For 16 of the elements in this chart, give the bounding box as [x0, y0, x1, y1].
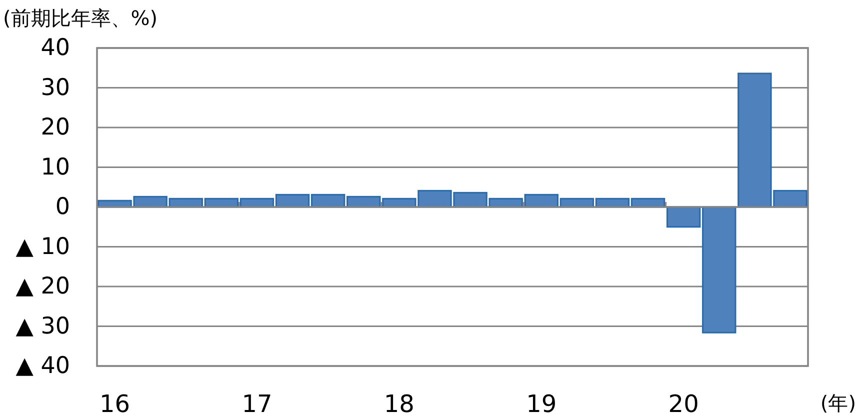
y-axis-title: (前期比年率、%) — [3, 6, 158, 30]
y-tick-label: 10 — [40, 154, 70, 180]
y-tick-label: 20 — [40, 114, 70, 140]
x-tick-label: 18 — [384, 390, 414, 418]
x-tick-label: 20 — [668, 390, 699, 418]
y-tick-label: 30 — [40, 74, 70, 101]
y-tick-label: 40 — [40, 35, 70, 61]
x-tick-label: 17 — [242, 390, 272, 418]
y-tick-label: ▲ 30 — [16, 313, 70, 340]
y-tick-label: 0 — [55, 194, 70, 220]
x-tick-label: 16 — [100, 390, 130, 418]
y-tick-label: ▲ 10 — [16, 234, 70, 260]
x-axis-title: (年) — [820, 391, 856, 415]
y-tick-label: ▲ 40 — [16, 353, 70, 379]
y-tick-label: ▲ 20 — [16, 274, 70, 300]
x-tick-label: 19 — [526, 390, 557, 418]
